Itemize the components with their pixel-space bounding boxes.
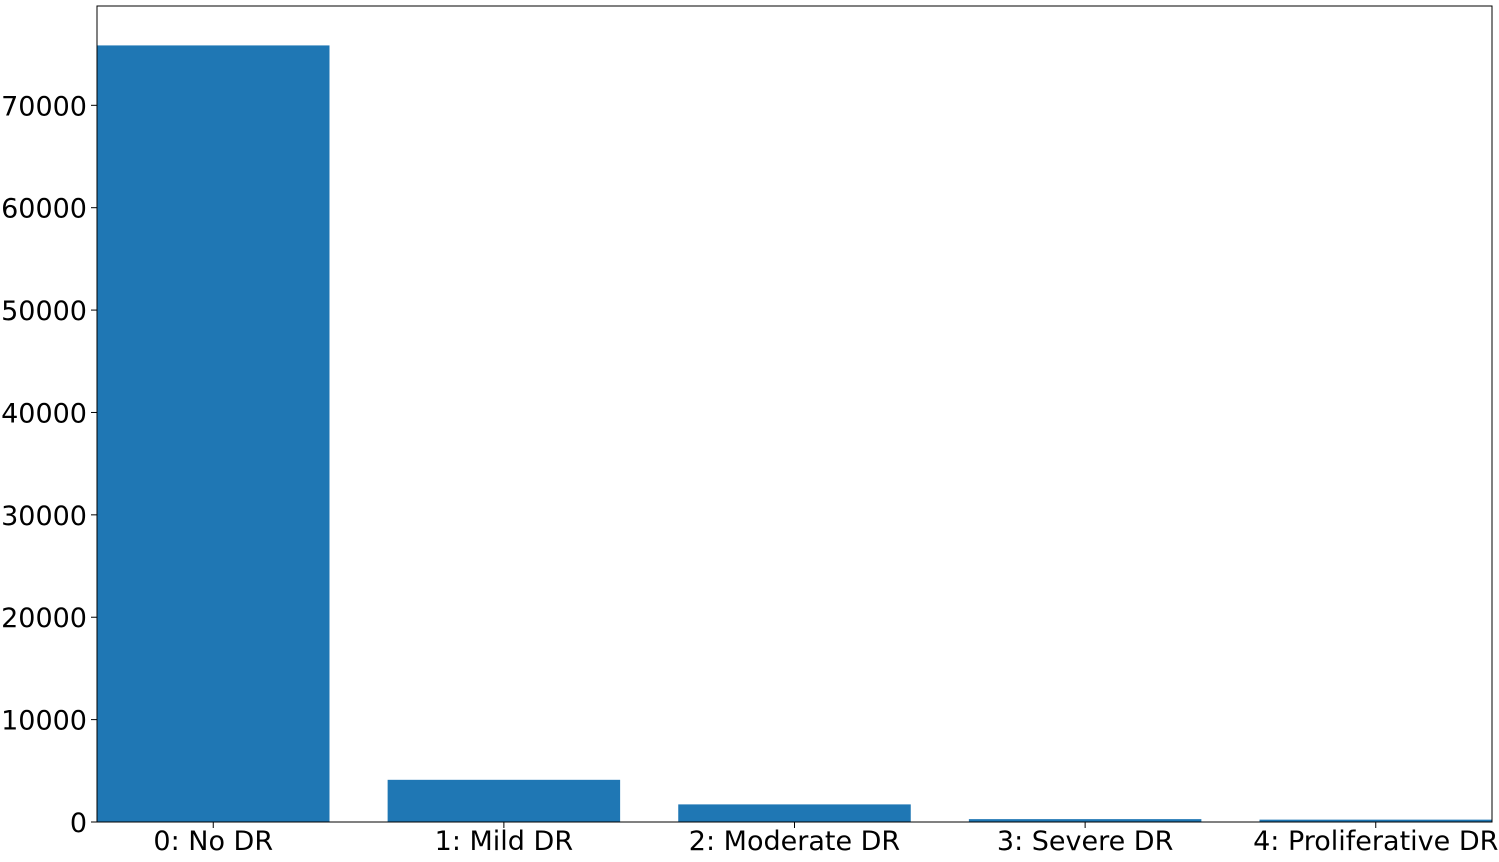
x-axis-ticks: 0: No DR 1: Mild DR 2: Moderate DR 3: Sever… [153, 822, 1498, 857]
x-tick-label-3: 3: Severe DR [997, 826, 1173, 857]
y-tick-label-5: 50000 [1, 296, 87, 327]
y-axis-ticks: 0 10000 20000 30000 40000 50000 60000 70000 [1, 91, 97, 839]
y-tick-label-4: 40000 [1, 398, 87, 429]
bar-1 [387, 779, 621, 822]
y-tick-label-7: 70000 [1, 91, 87, 122]
y-tick-label-1: 10000 [1, 706, 87, 737]
bar-0 [97, 45, 330, 822]
bar-3 [968, 819, 1202, 822]
x-tick-label-4: 4: Proliferative DR [1253, 826, 1498, 857]
y-tick-label-2: 20000 [1, 603, 87, 634]
x-tick-label-2: 2: Moderate DR [689, 826, 900, 857]
bars-group [97, 45, 1492, 822]
y-tick-label-0: 0 [70, 808, 87, 839]
bar-4 [1259, 819, 1492, 822]
x-tick-label-1: 1: Mild DR [435, 826, 573, 857]
x-tick-label-0: 0: No DR [153, 826, 273, 857]
plot-frame [96, 5, 1493, 823]
y-tick-label-6: 60000 [1, 194, 87, 225]
y-tick-label-3: 30000 [1, 501, 87, 532]
bar-2 [678, 804, 911, 822]
